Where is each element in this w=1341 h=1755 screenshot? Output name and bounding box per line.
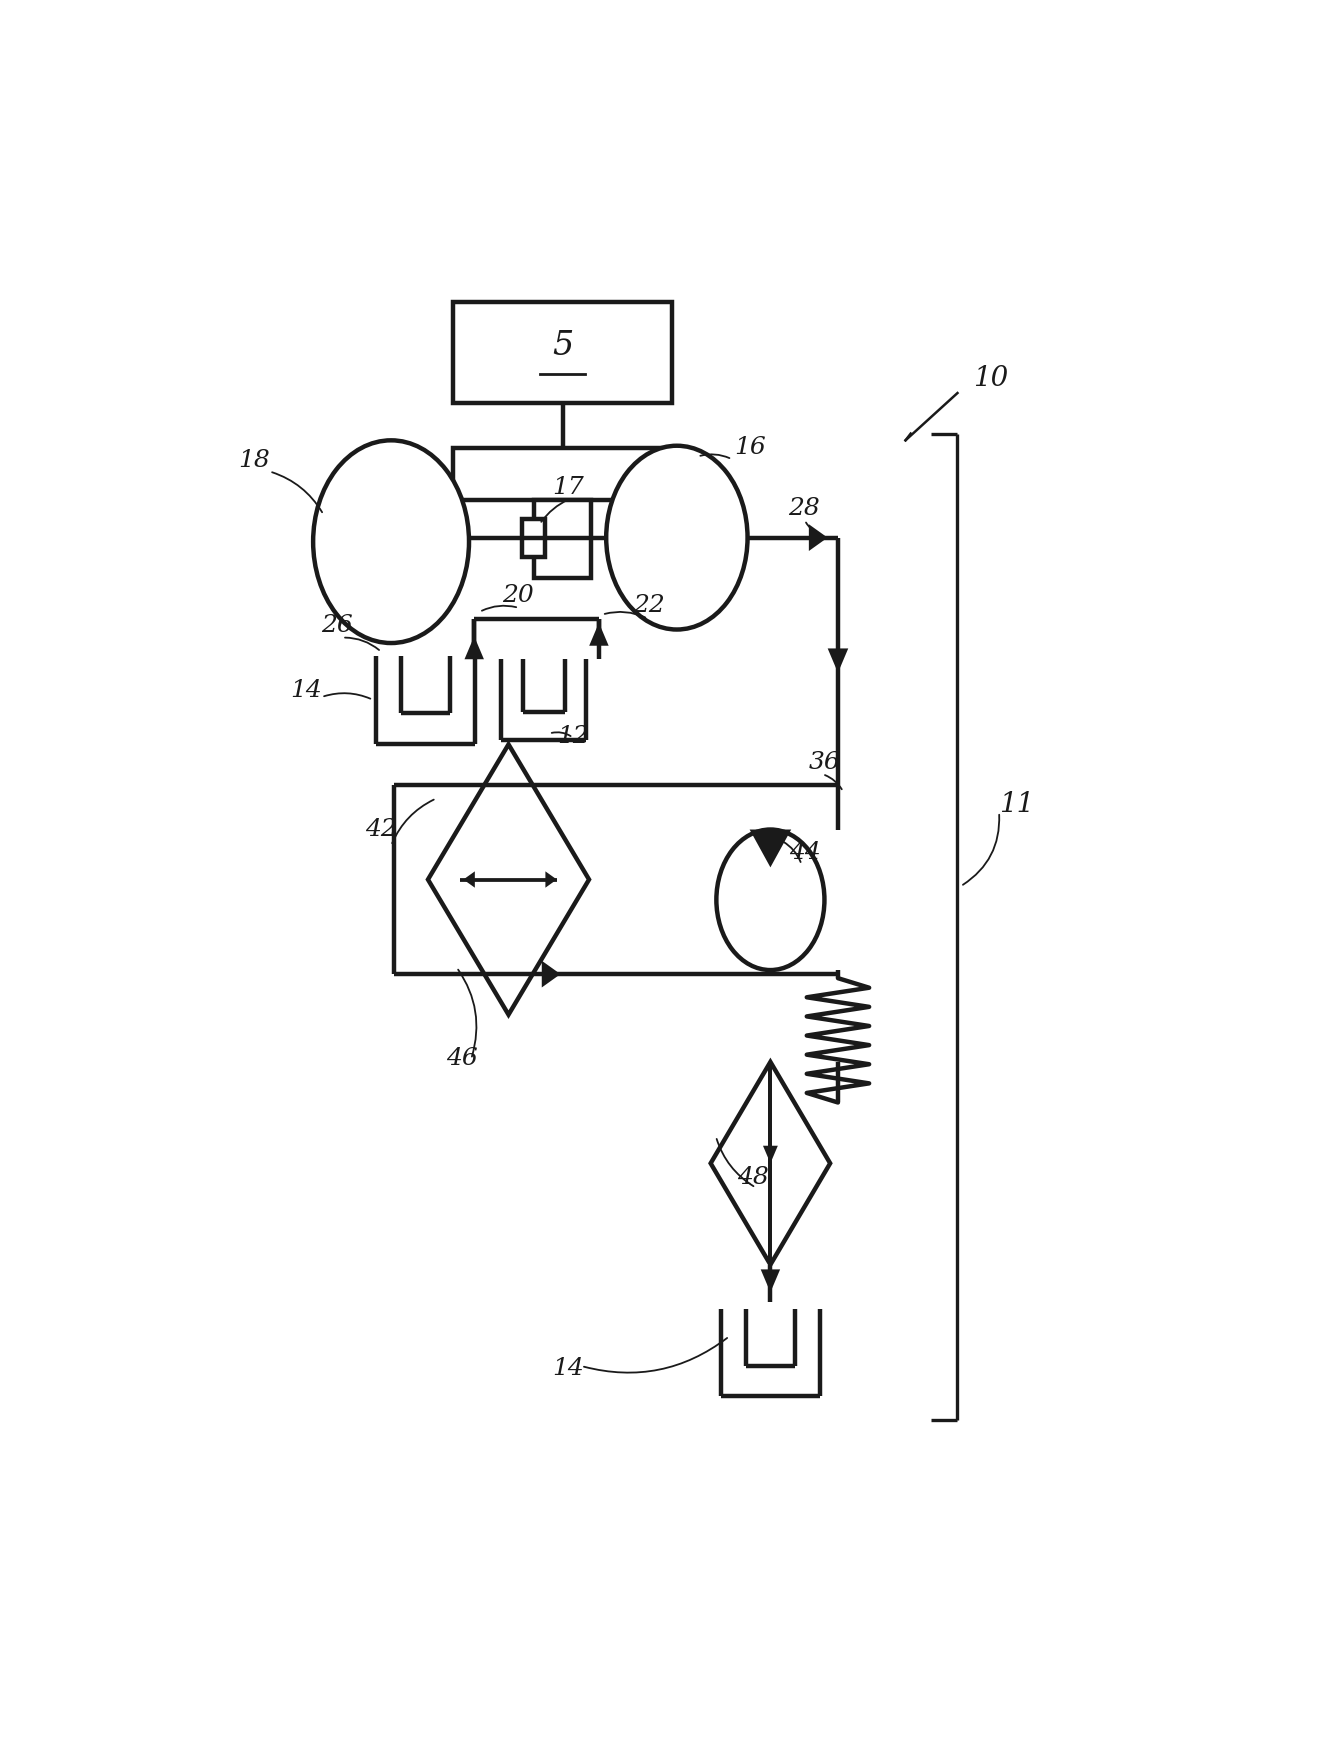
Polygon shape	[763, 1146, 778, 1164]
Polygon shape	[827, 648, 849, 672]
Text: 12: 12	[558, 725, 589, 748]
Circle shape	[606, 446, 747, 630]
Bar	[453, 302, 672, 404]
Polygon shape	[750, 830, 791, 867]
Text: 16: 16	[734, 435, 766, 458]
Text: 46: 46	[447, 1046, 477, 1069]
Text: 20: 20	[503, 584, 534, 607]
Text: 26: 26	[322, 614, 353, 637]
Text: 10: 10	[974, 365, 1008, 393]
Bar	[453, 449, 672, 500]
Text: 14: 14	[290, 679, 322, 702]
Polygon shape	[542, 960, 561, 988]
Text: 44: 44	[789, 841, 821, 863]
Polygon shape	[760, 1269, 780, 1292]
Text: 42: 42	[365, 818, 397, 841]
Circle shape	[312, 441, 469, 642]
Polygon shape	[428, 744, 589, 1014]
Polygon shape	[546, 870, 557, 888]
Polygon shape	[464, 637, 484, 660]
Circle shape	[716, 830, 825, 971]
Text: 5: 5	[552, 330, 573, 362]
Polygon shape	[589, 623, 609, 646]
Text: 28: 28	[789, 497, 819, 519]
Text: 48: 48	[738, 1165, 768, 1188]
Text: 11: 11	[999, 792, 1034, 818]
Polygon shape	[488, 772, 507, 799]
Text: 18: 18	[239, 449, 270, 472]
Polygon shape	[809, 525, 827, 551]
Text: 36: 36	[809, 751, 841, 774]
Bar	[522, 519, 544, 556]
Text: 14: 14	[552, 1357, 583, 1381]
Text: 17: 17	[552, 476, 583, 500]
Polygon shape	[711, 1062, 830, 1265]
Polygon shape	[464, 870, 475, 888]
Bar	[534, 500, 591, 577]
Text: 22: 22	[633, 593, 665, 618]
